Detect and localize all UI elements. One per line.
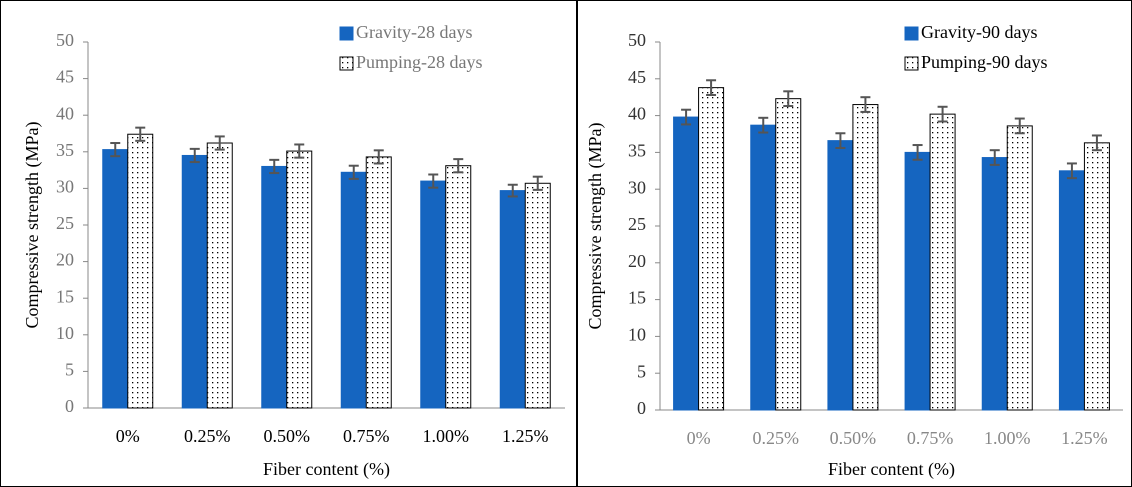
y-tick-label: 30 xyxy=(56,177,74,197)
bar xyxy=(775,98,802,411)
error-bar xyxy=(912,144,923,161)
y-tick-label: 15 xyxy=(56,286,74,306)
x-tick-label: 0.75% xyxy=(907,428,954,448)
x-tick-label: 0% xyxy=(687,428,711,448)
y-tick-label: 10 xyxy=(56,323,74,343)
x-tick-label: 0% xyxy=(116,426,140,446)
y-tick-label: 5 xyxy=(637,361,646,381)
legend-label: Gravity-28 days xyxy=(356,22,472,42)
bar xyxy=(340,171,367,409)
y-tick-label: 45 xyxy=(56,67,74,87)
x-tick-label: 0.25% xyxy=(184,426,231,446)
error-bar xyxy=(373,149,384,165)
error-bar xyxy=(860,96,871,113)
error-bar xyxy=(189,147,200,164)
x-tick-label: 1.25% xyxy=(1061,428,1108,448)
error-bar xyxy=(269,158,280,175)
y-tick-label: 20 xyxy=(628,251,646,271)
error-bar xyxy=(1014,117,1025,135)
y-tick-label: 10 xyxy=(628,325,646,345)
bar xyxy=(929,113,956,411)
legend-swatch xyxy=(904,26,919,41)
bar xyxy=(261,165,288,409)
error-bar xyxy=(214,135,225,151)
y-tick-label: 40 xyxy=(628,104,646,124)
bar xyxy=(1006,125,1033,411)
bar xyxy=(365,156,392,409)
bar xyxy=(698,87,725,411)
y-tick-label: 15 xyxy=(628,288,646,308)
y-tick-label: 45 xyxy=(628,67,646,87)
y-tick-label: 20 xyxy=(56,250,74,270)
error-bar xyxy=(135,126,146,142)
x-axis-title: Fiber content (%) xyxy=(263,459,390,480)
legend-label: Pumping-90 days xyxy=(921,52,1048,72)
x-tick-label: 1.25% xyxy=(502,426,549,446)
error-bar xyxy=(989,149,1000,166)
error-bar xyxy=(294,143,305,159)
bar xyxy=(499,190,526,409)
x-tick-label: 0.25% xyxy=(753,428,800,448)
error-bar xyxy=(110,142,121,158)
error-bar xyxy=(1091,134,1102,152)
error-bar xyxy=(835,132,846,149)
legend-swatch xyxy=(339,26,354,41)
error-bar xyxy=(348,164,359,180)
x-tick-label: 0.50% xyxy=(830,428,877,448)
y-tick-label: 50 xyxy=(628,30,646,50)
bar xyxy=(127,133,154,409)
y-tick-label: 35 xyxy=(56,140,74,160)
y-tick-label: 30 xyxy=(628,177,646,197)
y-axis-title: Compressive strength (MPa) xyxy=(22,122,43,329)
error-bar xyxy=(937,105,948,123)
bar xyxy=(750,124,777,411)
y-tick-label: 40 xyxy=(56,103,74,123)
x-axis-title: Fiber content (%) xyxy=(828,459,955,480)
x-tick-label: 1.00% xyxy=(984,428,1031,448)
bar xyxy=(852,104,879,411)
x-tick-label: 0.75% xyxy=(343,426,390,446)
x-tick-label: 0.50% xyxy=(264,426,311,446)
error-bar xyxy=(507,183,518,198)
y-tick-label: 25 xyxy=(56,213,74,233)
bar xyxy=(827,140,854,411)
bar xyxy=(420,180,447,409)
bar xyxy=(286,150,313,409)
bar xyxy=(1083,142,1110,411)
y-tick-label: 0 xyxy=(65,396,74,416)
error-bar xyxy=(453,158,464,174)
error-bar xyxy=(706,79,717,96)
bar xyxy=(102,149,129,409)
error-bar xyxy=(758,116,769,134)
bar xyxy=(206,142,233,409)
y-tick-label: 50 xyxy=(56,30,74,50)
bar xyxy=(181,154,208,409)
y-axis-title: Compressive strength (MPa) xyxy=(585,123,606,330)
bar xyxy=(673,116,700,411)
error-bar xyxy=(783,90,794,108)
x-tick-label: 1.00% xyxy=(423,426,470,446)
legend-swatch xyxy=(904,56,919,71)
y-tick-label: 0 xyxy=(637,398,646,418)
legend-label: Gravity-90 days xyxy=(921,22,1037,42)
error-bar xyxy=(1066,162,1077,180)
y-tick-label: 5 xyxy=(65,360,74,380)
bar xyxy=(1058,170,1085,411)
legend-swatch xyxy=(339,56,354,71)
bar xyxy=(904,151,931,411)
error-bar xyxy=(681,108,692,126)
error-bar xyxy=(532,175,543,191)
bar xyxy=(524,182,551,409)
error-bar xyxy=(428,173,439,189)
bar xyxy=(445,165,472,409)
y-tick-label: 35 xyxy=(628,141,646,161)
y-tick-label: 25 xyxy=(628,214,646,234)
bar xyxy=(981,157,1008,411)
legend-label: Pumping-28 days xyxy=(356,52,483,72)
